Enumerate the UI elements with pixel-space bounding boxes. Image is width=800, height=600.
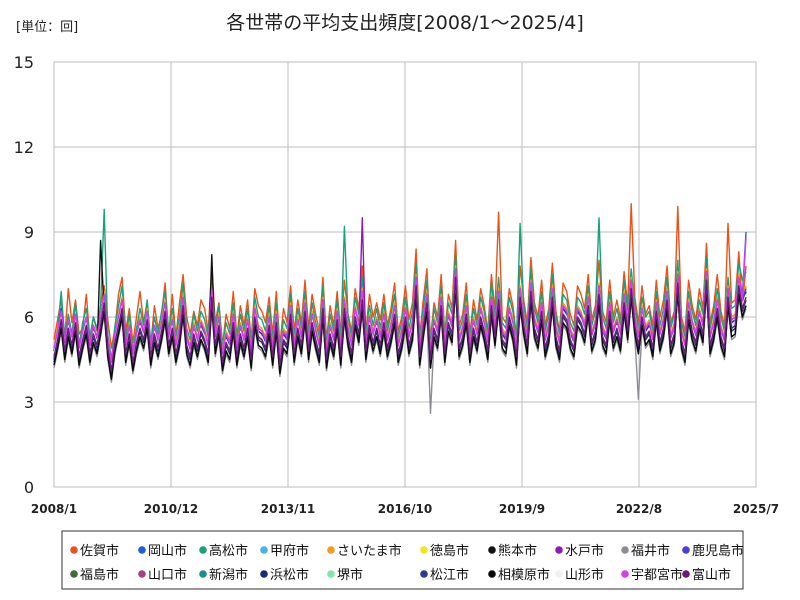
chart-title: 各世帯の平均支出頻度[2008/1～2025/4] xyxy=(226,12,584,34)
legend-label: 福井市 xyxy=(631,543,670,559)
legend-label: 新潟市 xyxy=(209,567,248,583)
series-line xyxy=(53,276,747,372)
x-tick-label: 2022/8 xyxy=(616,502,662,516)
legend-marker xyxy=(70,570,78,578)
x-tick-label: 2010/12 xyxy=(144,502,198,516)
legend-label: 山形市 xyxy=(565,567,604,583)
x-axis: 2008/1 2010/12 2013/11 2016/10 2019/9 2022/8 2… xyxy=(31,502,779,516)
grid xyxy=(53,61,757,488)
legend-marker xyxy=(138,570,146,578)
legend-label: 高松市 xyxy=(209,543,248,559)
legend-marker xyxy=(621,570,629,578)
legend-label: 鹿児島市 xyxy=(692,543,744,559)
legend-label: 宇都宮市 xyxy=(631,567,683,583)
legend-marker xyxy=(199,570,207,578)
legend-marker xyxy=(138,546,146,554)
legend-label: 徳島市 xyxy=(430,543,469,559)
legend-label: 甲府市 xyxy=(270,543,309,559)
legend-label: 松江市 xyxy=(430,567,469,583)
legend-marker xyxy=(327,546,335,554)
legend-label: さいたま市 xyxy=(337,543,402,559)
legend-label: 岡山市 xyxy=(148,543,187,559)
legend-marker xyxy=(420,546,428,554)
y-tick-label: 6 xyxy=(24,308,34,327)
legend-marker xyxy=(260,546,268,554)
legend-marker xyxy=(682,546,690,554)
legend-marker xyxy=(488,546,496,554)
legend-marker xyxy=(488,570,496,578)
y-tick-label: 15 xyxy=(14,53,34,72)
legend-marker xyxy=(555,570,563,578)
series-line xyxy=(53,208,747,361)
legend-label: 熊本市 xyxy=(498,543,537,559)
x-tick-label: 2013/11 xyxy=(261,502,315,516)
legend-marker xyxy=(70,546,78,554)
series-lines xyxy=(53,202,747,414)
legend-marker xyxy=(682,570,690,578)
unit-label: [単位：回] xyxy=(16,19,78,35)
legend-label: 相模原市 xyxy=(498,567,550,583)
series-line xyxy=(53,237,747,363)
y-tick-label: 9 xyxy=(24,223,34,242)
x-tick-label: 2008/1 xyxy=(31,502,77,516)
legend-marker xyxy=(420,570,428,578)
y-tick-label: 3 xyxy=(24,393,34,412)
x-tick-label: 2016/10 xyxy=(378,502,432,516)
legend-marker xyxy=(621,546,629,554)
x-tick-label: 2025/7 xyxy=(733,502,779,516)
y-tick-label: 0 xyxy=(24,478,34,497)
legend-label: 水戸市 xyxy=(565,543,604,559)
legend-marker xyxy=(327,570,335,578)
legend-label: 堺市 xyxy=(337,567,363,583)
legend-marker xyxy=(555,546,563,554)
legend-marker xyxy=(260,570,268,578)
y-tick-label: 12 xyxy=(14,138,34,157)
legend-label: 佐賀市 xyxy=(80,543,119,559)
legend-label: 福島市 xyxy=(80,567,119,583)
legend-label: 山口市 xyxy=(148,567,187,583)
legend-label: 浜松市 xyxy=(270,567,309,583)
legend-marker xyxy=(199,546,207,554)
y-axis: 0 3 6 9 12 15 xyxy=(14,53,34,497)
x-tick-label: 2019/9 xyxy=(499,502,545,516)
legend-label: 富山市 xyxy=(692,567,731,583)
legend xyxy=(61,530,744,590)
